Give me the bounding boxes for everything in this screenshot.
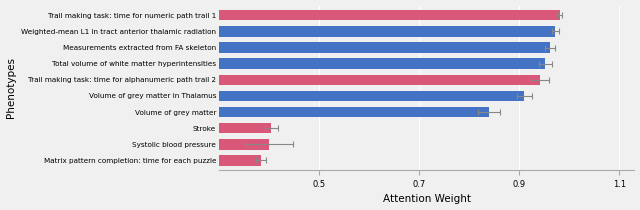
Bar <box>68 107 489 117</box>
Bar <box>68 123 271 133</box>
Bar <box>68 75 540 85</box>
Bar <box>68 139 269 150</box>
Bar <box>68 10 561 21</box>
Y-axis label: Phenotypes: Phenotypes <box>6 57 15 118</box>
Bar <box>68 26 556 37</box>
Bar <box>68 91 524 101</box>
Bar <box>68 42 550 53</box>
X-axis label: Attention Weight: Attention Weight <box>383 194 470 205</box>
Bar <box>68 155 262 166</box>
Bar <box>68 58 545 69</box>
